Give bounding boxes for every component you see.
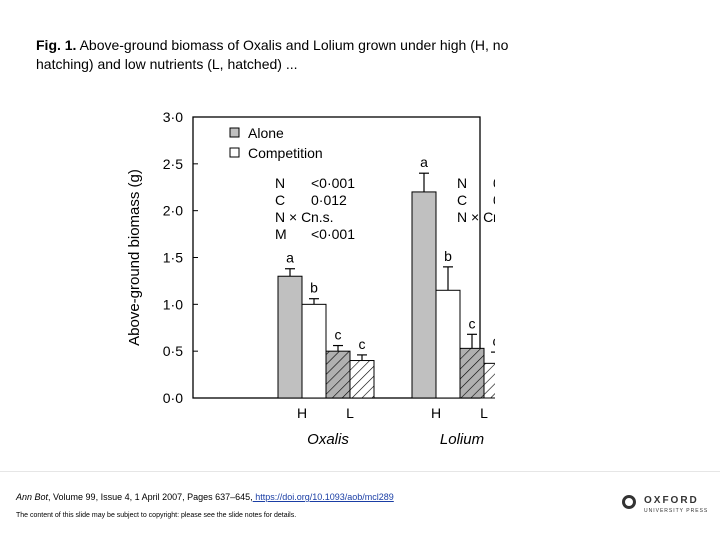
stat-p-value: 0·012 bbox=[311, 192, 347, 208]
doi-link[interactable]: https://doi.org/10.1093/aob/mcl289 bbox=[252, 492, 394, 502]
stat-term: N × C bbox=[275, 209, 311, 225]
y-tick-label: 2·5 bbox=[163, 156, 183, 172]
stat-p-value: <0·001 bbox=[311, 226, 355, 242]
bar bbox=[459, 347, 485, 399]
caption-text: Above-ground biomass of Oxalis and Loliu… bbox=[36, 37, 509, 72]
oxford-emblem-icon bbox=[622, 495, 636, 509]
biomass-chart: 0·0 0·5 1·0 1·5 2·0 2·5 3·0 Above-ground biomas… bbox=[126, 109, 496, 448]
stat-term: N × C bbox=[457, 209, 493, 225]
citation-prefix: , Volume 99, Issue 4, 1 April 2007, Page… bbox=[48, 492, 253, 502]
species-label: Oxalis bbox=[307, 431, 349, 448]
significance-letter: a bbox=[420, 154, 428, 170]
species-label: Lolium bbox=[440, 431, 484, 448]
y-tick-label: 0·5 bbox=[163, 343, 183, 359]
legend-swatch bbox=[229, 147, 240, 158]
journal-name: Ann Bot bbox=[16, 492, 49, 502]
significance-letter: c bbox=[359, 336, 366, 352]
stat-term: C bbox=[275, 192, 285, 208]
significance-letter: c bbox=[469, 315, 476, 331]
significance-letter: b bbox=[310, 280, 318, 296]
bar bbox=[411, 191, 437, 399]
x-tick-label: L bbox=[346, 405, 354, 421]
citation: Ann Bot, Volume 99, Issue 4, 1 April 200… bbox=[16, 492, 394, 502]
x-tick-label: H bbox=[431, 405, 441, 421]
y-tick-label: 1·5 bbox=[163, 250, 183, 266]
bar bbox=[277, 275, 303, 399]
bar bbox=[435, 289, 461, 399]
stat-term: N bbox=[457, 175, 467, 191]
significance-letter: b bbox=[444, 248, 452, 264]
bar bbox=[301, 303, 327, 399]
footer-divider bbox=[0, 471, 720, 472]
y-tick-label: 0·0 bbox=[163, 390, 183, 406]
y-tick-label: 1·0 bbox=[163, 296, 183, 312]
stat-p-value: <0·001 bbox=[311, 175, 355, 191]
significance-letter: c bbox=[493, 333, 496, 349]
stat-p-value: 0·001 bbox=[493, 175, 495, 191]
copyright-notice: The content of this slide may be subject… bbox=[16, 512, 297, 519]
stat-term: N bbox=[275, 175, 285, 191]
stat-term: M bbox=[275, 226, 287, 242]
figure-caption: Fig. 1. Above-ground biomass of Oxalis a… bbox=[36, 36, 516, 74]
significance-letter: a bbox=[286, 250, 294, 266]
stat-term: C bbox=[457, 192, 467, 208]
figure-label: Fig. 1. bbox=[36, 37, 77, 53]
legend-swatch bbox=[229, 127, 240, 138]
stat-p-value: n.s. bbox=[311, 209, 334, 225]
stat-p-value: n.s. bbox=[493, 209, 495, 225]
y-axis-label: Above-ground biomass (g) bbox=[126, 169, 143, 346]
bar bbox=[325, 350, 351, 399]
x-tick-label: H bbox=[297, 405, 307, 421]
bar bbox=[349, 360, 375, 399]
oxford-word: OXFORD bbox=[644, 495, 699, 506]
bar bbox=[483, 362, 495, 399]
significance-letter: c bbox=[335, 327, 342, 343]
oxford-logo: OXFORD UNIVERSITY PRESS bbox=[622, 494, 712, 518]
oxford-sub: UNIVERSITY PRESS bbox=[644, 508, 709, 514]
y-tick-label: 3·0 bbox=[163, 109, 183, 125]
legend-label: Competition bbox=[248, 145, 323, 161]
legend-label: Alone bbox=[248, 125, 284, 141]
x-tick-label: L bbox=[480, 405, 488, 421]
y-tick-label: 2·0 bbox=[163, 203, 183, 219]
stat-p-value: 0·002 bbox=[493, 192, 495, 208]
